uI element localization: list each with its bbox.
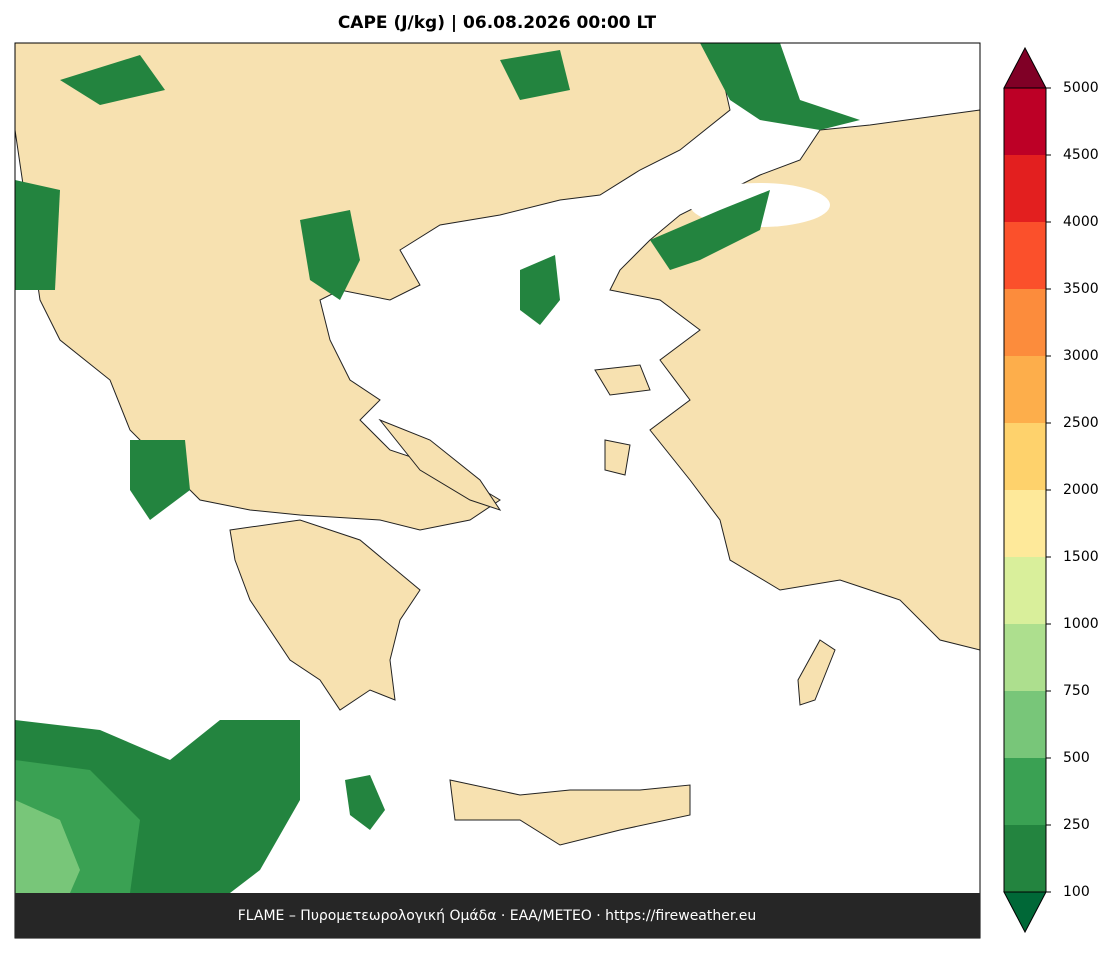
colorbar-tick-label: 2500 <box>1063 415 1099 431</box>
colorbar-tick-label: 500 <box>1063 750 1090 766</box>
colorbar-tick-label: 750 <box>1063 683 1090 699</box>
cape-area <box>15 180 60 290</box>
colorbar-segment <box>1004 825 1046 892</box>
cape-area <box>650 190 770 270</box>
cape-area <box>130 440 190 520</box>
map-title: CAPE (J/kg) | 06.08.2026 00:00 LT <box>338 13 657 33</box>
map: FLAME – Πυρομετεωρολογική Ομάδα · ΕΑΑ/ME… <box>14 42 981 939</box>
colorbar-tick-label: 2000 <box>1063 482 1099 498</box>
crete <box>449 779 691 846</box>
peloponnese <box>229 519 421 711</box>
colorbar-segment <box>1004 423 1046 490</box>
cape-area <box>345 775 385 830</box>
colorbar-tick-label: 3000 <box>1063 348 1099 364</box>
colorbar-segment <box>1004 758 1046 825</box>
cape-area <box>15 800 80 893</box>
colorbar-tick-label: 1500 <box>1063 549 1099 565</box>
colorbar-tick-label: 4000 <box>1063 214 1099 230</box>
cape-area <box>500 50 570 100</box>
rhodes <box>797 639 836 706</box>
cape-area <box>520 255 560 325</box>
cape-area <box>60 55 165 105</box>
colorbar-segment <box>1004 222 1046 289</box>
cape-area <box>300 210 360 300</box>
colorbar-segment <box>1004 289 1046 356</box>
footer-text: FLAME – Πυρομετεωρολογική Ομάδα · ΕΑΑ/ME… <box>238 908 757 924</box>
colorbar-segment <box>1004 155 1046 222</box>
colorbar-tick-label: 4500 <box>1063 147 1099 163</box>
colorbar-segment <box>1004 88 1046 155</box>
chios <box>604 439 631 476</box>
colorbar-segment <box>1004 624 1046 691</box>
colorbar: 100 250 500 750 1000 1500 2000 2500 3000 3500 4000… <box>1003 46 1099 934</box>
colorbar-tick-label: 100 <box>1063 884 1090 900</box>
colorbar-segment <box>1004 691 1046 758</box>
colorbar-segment <box>1004 557 1046 624</box>
colorbar-extend-min <box>1003 891 1047 934</box>
cape-area <box>700 43 860 130</box>
colorbar-tick-label: 3500 <box>1063 281 1099 297</box>
colorbar-segment <box>1004 356 1046 423</box>
colorbar-tick-label: 5000 <box>1063 80 1099 96</box>
colorbar-extend-max <box>1003 46 1047 89</box>
colorbar-segment <box>1004 490 1046 557</box>
evia <box>378 418 502 511</box>
colorbar-tick-label: 1000 <box>1063 616 1099 632</box>
footer-bar <box>15 893 980 938</box>
lesbos <box>594 364 651 396</box>
colorbar-tick-label: 250 <box>1063 817 1090 833</box>
